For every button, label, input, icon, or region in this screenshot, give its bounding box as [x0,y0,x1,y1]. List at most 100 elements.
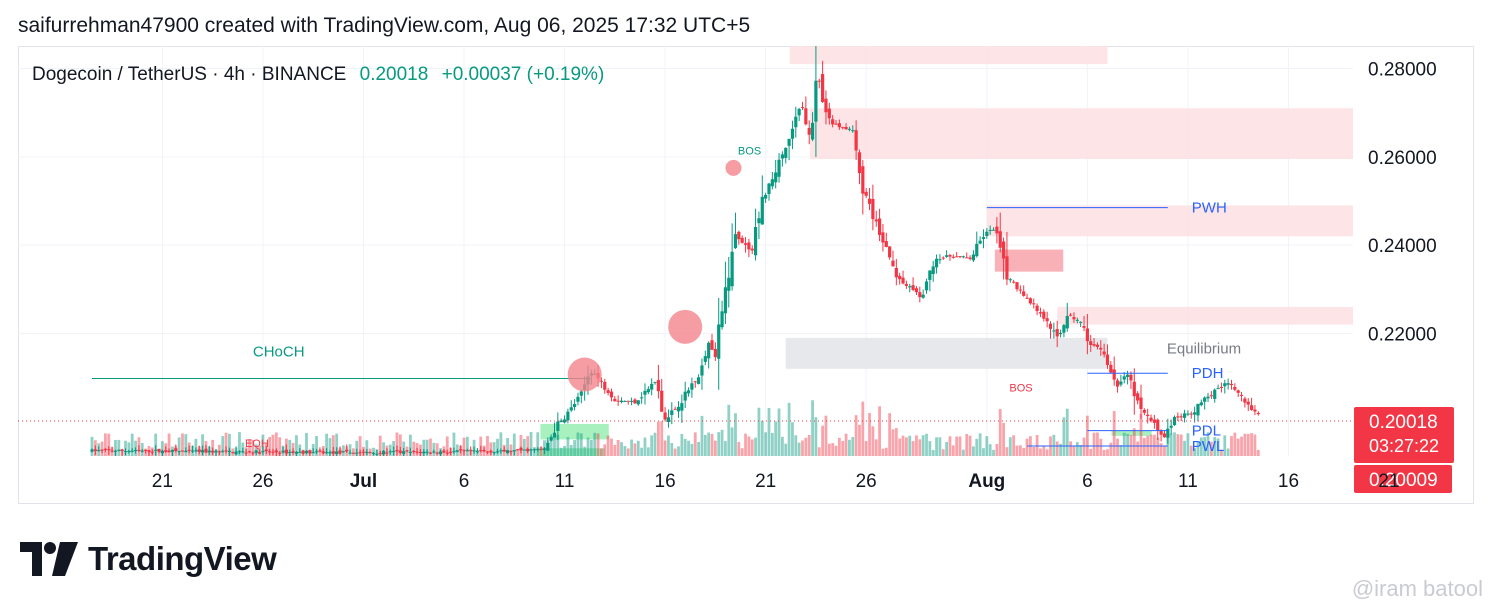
volume-bar [522,438,526,456]
volume-bar [358,436,362,456]
candle-body [281,450,285,453]
volume-bar [509,444,513,456]
candle-body [690,383,694,390]
volume-bar [626,448,630,456]
volume-bar [486,435,489,456]
candle-body [1156,419,1160,431]
symbol-legend[interactable]: Dogecoin / TetherUS · 4h · BINANCE 0.200… [32,64,604,86]
volume-bar [941,449,945,456]
tradingview-logo[interactable]: TradingView [20,540,277,578]
volume-bar [482,445,486,456]
volume-bar [596,433,600,456]
volume-bar [258,445,261,456]
volume-bar [713,440,717,456]
level-label-pwh: PWH [1192,200,1227,217]
candle-body [918,292,922,298]
candle-body [294,452,299,454]
volume-bar [1159,443,1163,456]
volume-bar [429,438,432,456]
volume-bar [1042,446,1046,456]
volume-bar [998,408,1002,456]
candle-body [955,256,959,258]
candle-body [542,448,547,450]
candle-body [623,401,627,403]
volume-bar [556,434,560,456]
candle-body [1223,383,1227,387]
candle-body [479,450,483,452]
candle-body [449,451,453,453]
volume-bar [687,440,690,456]
candle-body [821,74,825,102]
volume-bar [848,439,851,456]
volume-bar [1062,417,1066,456]
candle-body [475,451,480,453]
annotation-label: BOS [1009,383,1032,395]
volume-bar [445,436,449,456]
candle-body [472,450,476,452]
candle-body [432,451,436,453]
candle-body [633,399,637,404]
volume-bar [341,445,345,456]
volume-bar [573,440,577,456]
candle-body [462,450,466,452]
volume-bar [355,440,359,456]
candle-body [629,400,634,402]
candle-body [941,257,945,259]
candle-body [676,406,681,412]
volume-bar [985,436,989,456]
volume-bar [1206,432,1210,456]
zone-box [789,46,1108,65]
candle-body [790,128,795,139]
volume-bar [308,449,312,456]
volume-bar [868,413,871,456]
volume-bar [419,444,422,456]
candle-body [894,267,898,278]
candle-body [137,449,141,451]
candle-body [1142,409,1146,413]
volume-bar [764,432,768,456]
candle-body [787,138,791,146]
candle-body [1069,314,1073,316]
volume-bar [673,448,677,456]
volume-bar [422,439,426,456]
volume-bar [935,437,938,456]
candle-body [97,450,101,452]
volume-bar [955,436,959,456]
volume-bar [234,447,238,456]
candle-body [951,256,955,258]
candle-body [241,451,245,453]
candle-body [271,451,275,453]
candle-body [221,451,225,453]
candle-body [898,275,902,280]
candle-body [442,450,446,453]
volume-bar [646,447,650,456]
candle-body [663,412,667,420]
volume-bar [338,447,342,456]
volume-bar [204,441,208,456]
candle-body [207,450,211,453]
candle-body [150,451,154,453]
candle-body [576,396,580,402]
volume-bar [864,441,868,456]
time-tick-label: 21 [755,471,776,492]
volume-bar [1055,441,1059,456]
candle-body [975,243,979,257]
candle-body [455,450,459,452]
candle-body [1136,393,1140,401]
candle-body [459,449,463,451]
volume-bar [1153,434,1156,456]
volume-bar [124,440,127,456]
volume-bar [201,434,204,456]
price-change: +0.00037 (+0.19%) [441,64,605,85]
candle-body [640,397,644,399]
volume-bar [512,433,516,456]
volume-bar [1008,437,1012,456]
volume-bar [1119,445,1123,456]
bar-countdown: 03:27:22 [1369,436,1439,456]
candle-body [1095,344,1100,347]
candle-body [1176,416,1180,418]
candle-body [298,451,302,453]
candle-body [1102,351,1106,355]
volume-bar [918,439,922,456]
